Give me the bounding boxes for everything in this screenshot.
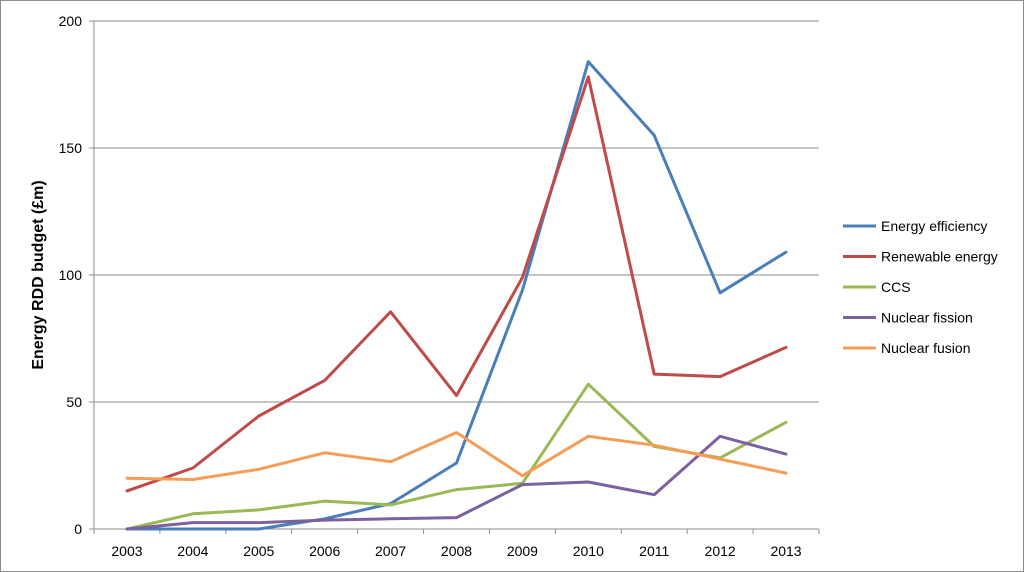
series-line-nuclear-fusion [125,431,788,481]
legend-label: Nuclear fusion [881,340,971,356]
legend-item-energy-efficiency: Energy efficiency [843,218,987,234]
y-tick-label: 0 [74,521,82,537]
x-tick-label: 2012 [705,543,736,559]
series-line-nuclear-fission [125,434,788,531]
x-tick-label: 2011 [639,543,669,559]
x-tick-label: 2004 [177,543,208,559]
x-tick-label: 2003 [111,543,142,559]
x-tick-label: 2008 [441,543,472,559]
x-tick-label: 2009 [507,543,538,559]
y-tick-label: 50 [66,394,82,410]
legend-item-ccs: CCS [843,279,911,295]
y-tick-label: 100 [59,267,83,283]
x-tick-label: 2013 [770,543,801,559]
legend-label: Energy efficiency [881,218,987,234]
y-tick-label: 200 [59,13,83,29]
x-tick-label: 2010 [573,543,604,559]
series-line-ccs [125,382,788,531]
legend-item-nuclear-fusion: Nuclear fusion [843,340,971,356]
y-axis-title: Energy RDD budget (£m) [30,180,47,369]
legend-item-nuclear-fission: Nuclear fission [843,310,973,326]
series-line-renewable-energy [125,75,788,493]
x-tick-label: 2007 [375,543,406,559]
x-tick-label: 2005 [243,543,274,559]
legend-label: Nuclear fission [881,310,973,326]
legend-item-renewable-energy: Renewable energy [843,249,998,265]
y-tick-label: 150 [59,140,83,156]
legend-label: CCS [881,279,911,295]
legend-label: Renewable energy [881,249,998,265]
legend: Energy efficiency Renewable energy CCS Nucl… [843,218,998,356]
gridlines [94,20,819,403]
x-tick-label: 2006 [309,543,340,559]
series-line-energy-efficiency [125,60,788,531]
tick-labels: 0 50 100 150 200 2003 2004 2005 2006 2007 2008 2009… [59,13,802,559]
series-lines [125,60,788,531]
